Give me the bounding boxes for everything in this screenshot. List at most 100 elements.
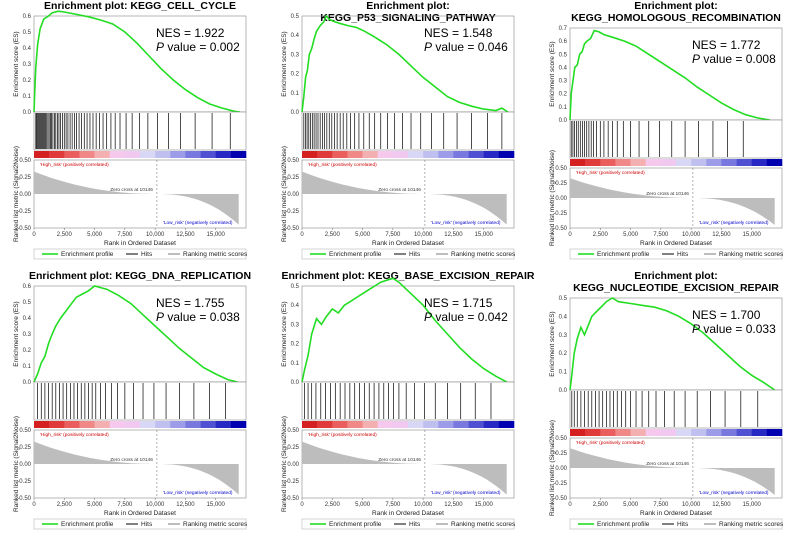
panel-kegg-p53-signaling-pathway: Enrichment plot: KEGG_P53_SIGNALING_PATH… [278, 0, 538, 262]
nes-prefix: NES = [692, 38, 731, 52]
rank-color-segment [438, 151, 454, 158]
p-line: P value = 0.002 [156, 40, 240, 54]
panel-title: Enrichment plot: KEGG_CELL_CYCLE [10, 0, 270, 12]
rank-color-segment [721, 159, 737, 166]
high-risk-label: 'High_risk' (positively correlated) [576, 440, 645, 446]
p-line: P value = 0.046 [424, 40, 508, 54]
nes-line: NES = 1.772 [692, 38, 776, 52]
legend-metric-label: Ranking metric scores [719, 251, 784, 258]
legend-metric-label: Ranking metric scores [183, 251, 248, 258]
p-value: 0.046 [477, 40, 508, 54]
rank-color-segment [615, 159, 631, 166]
x-tick-label: 12,500 [176, 232, 195, 238]
rank-color-segment [392, 421, 409, 428]
y-tick-label: 0.6 [23, 14, 32, 20]
metric-tick-label: -0.50 [17, 226, 31, 232]
p-line: P value = 0.038 [156, 310, 240, 324]
rank-color-segment [302, 421, 318, 428]
y-tick-label: 0.0 [291, 110, 300, 116]
metric-tick-label: -0.25 [553, 211, 567, 217]
p-line: P value = 0.008 [692, 52, 776, 66]
rank-color-segment [751, 429, 768, 436]
zero-cross-label: Zero cross at 10146 [110, 187, 153, 193]
y-tick-label: 0.3 [559, 333, 568, 339]
title-line: Enrichment plot: KEGG_DNA_REPLICATION [28, 270, 252, 282]
y-tick-label: 0.1 [23, 364, 32, 370]
metric-tick-label: 0.00 [19, 462, 31, 468]
y-axis-label: Enrichment score (ES) [13, 31, 20, 96]
metric-tick-label: -0.50 [17, 496, 31, 502]
legend-profile-label: Enrichment profile [61, 251, 114, 258]
legend-profile-label: Enrichment profile [329, 251, 382, 258]
metric-tick-label: 0.50 [287, 158, 299, 164]
hits-frame [569, 119, 783, 159]
x-tick-label: 12,500 [444, 232, 463, 238]
enrichment-profile-line [301, 14, 509, 113]
enrichment-chart: 0.0 0.1 0.2 0.3 0.4 0.5 0.6 0.7 Enrichment score… [549, 26, 784, 260]
nes-prefix: NES = [156, 296, 195, 310]
high-risk-label: 'High_risk' (positively correlated) [308, 162, 377, 168]
x-tick-label: 5,000 [355, 232, 371, 238]
y-tick-label: 0.0 [559, 118, 568, 124]
x-tick-label: 15,000 [743, 502, 762, 508]
y-tick-label: 0.5 [291, 284, 300, 290]
nes-value: 1.922 [194, 26, 225, 40]
rank-color-segment [109, 151, 126, 158]
metric-tick-label: 0.25 [19, 175, 31, 181]
y-tick-label: 0.1 [559, 105, 568, 111]
rank-color-segment [185, 151, 201, 158]
rank-color-segment [34, 151, 50, 158]
x-tick-label: 5,000 [87, 232, 103, 238]
rank-color-segment [215, 421, 232, 428]
enrichment-profile-line [33, 285, 238, 383]
rank-color-segment [736, 429, 753, 436]
rank-color-segment [170, 421, 186, 428]
rank-color-segment [377, 421, 394, 428]
y-tick-label: 0.0 [23, 110, 32, 116]
enrichment-chart: 0.0 0.1 0.2 0.3 0.4 0.5 Enrichment score (ES) Z… [281, 14, 516, 260]
rank-color-segment [751, 159, 768, 166]
x-tick-label: 2,500 [57, 232, 73, 238]
metric-tick-label: 0.00 [19, 192, 31, 198]
enrichment-chart: 0.0 0.1 0.2 0.3 0.4 0.5 Enrichment score (ES) Z… [549, 296, 784, 530]
p-label: P [692, 322, 701, 336]
y-tick-label: 0.2 [291, 342, 300, 348]
p-value: 0.033 [745, 322, 776, 336]
p-suffix: value = [432, 40, 478, 54]
x-tick-label: 5,000 [623, 232, 639, 238]
x-axis-label: Rank in Ordered Dataset [372, 510, 444, 517]
legend-profile-label: Enrichment profile [329, 521, 382, 528]
rank-color-segment [302, 151, 318, 158]
rank-color-segment [766, 429, 783, 436]
rank-color-segment [498, 421, 515, 428]
stats-box: NES = 1.772 P value = 0.008 [692, 38, 776, 66]
y-tick-label: 0.2 [559, 351, 568, 357]
stats-box: NES = 1.548 P value = 0.046 [424, 26, 508, 54]
low-risk-label: 'Low_risk' (negatively correlated) [163, 220, 233, 226]
rank-color-segment [468, 421, 485, 428]
x-tick-label: 15,000 [207, 502, 226, 508]
metric-axis-label: Ranked list metric (Signal2Noise) [549, 420, 556, 516]
x-axis-label: Rank in Ordered Dataset [104, 240, 176, 247]
rank-color-segment [645, 429, 662, 436]
zero-cross-label: Zero cross at 10146 [378, 457, 421, 463]
rank-color-segment [483, 151, 500, 158]
hits-frame [33, 381, 247, 421]
rank-color-segment [600, 159, 616, 166]
x-tick-label: 12,500 [712, 232, 731, 238]
high-risk-label: 'High_risk' (positively correlated) [40, 162, 109, 168]
y-tick-label: 0.4 [291, 303, 300, 309]
x-tick-label: 2,500 [325, 502, 341, 508]
low-risk-label: 'Low_risk' (negatively correlated) [699, 490, 769, 496]
low-risk-label: 'Low_risk' (negatively correlated) [431, 490, 501, 496]
rank-color-segment [362, 151, 379, 158]
legend-frame [569, 518, 783, 530]
rank-color-segment [453, 421, 469, 428]
panel-kegg-homologous-recombination: Enrichment plot: KEGG_HOMOLOGOUS_RECOMBIN… [546, 0, 806, 262]
p-value: 0.002 [209, 40, 240, 54]
metric-tick-label: 0.00 [555, 466, 567, 472]
x-tick-label: 10,000 [146, 502, 165, 508]
y-tick-label: 0.3 [23, 62, 32, 68]
rank-color-segment [706, 429, 722, 436]
legend-hits-label: Hits [409, 521, 421, 528]
